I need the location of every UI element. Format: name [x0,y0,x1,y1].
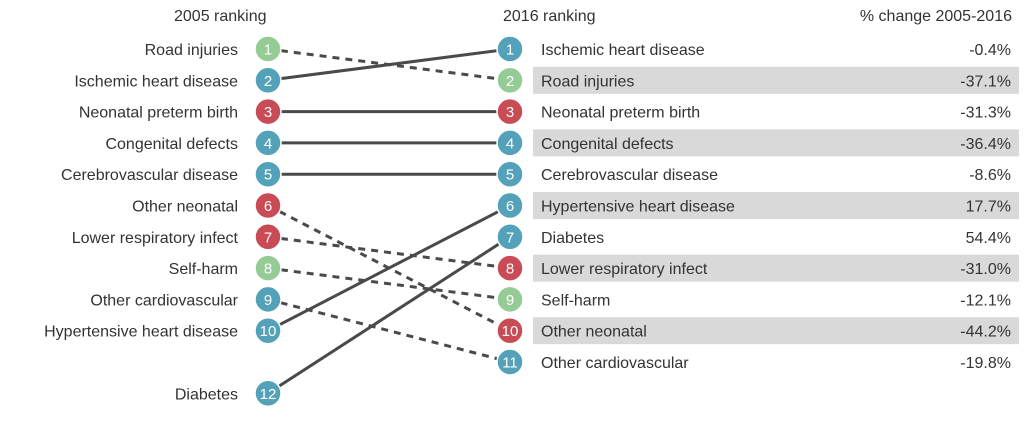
rank-circle [254,97,282,126]
connector-lines [267,47,511,395]
cause-label-2005: Cerebrovascular disease [61,167,238,184]
rank-number: 10 [502,323,519,340]
rank-number: 12 [260,386,277,403]
cause-label-2005: Neonatal preterm birth [79,105,238,122]
cause-label-2005: Lower respiratory infect [72,230,239,247]
header-2005-ranking: 2005 ranking [174,8,267,25]
rank-number: 3 [506,104,514,121]
rank-number: 6 [506,198,514,215]
rank-number: 11 [502,355,518,372]
rank-number: 4 [506,135,514,152]
cause-label-2016: Other neonatal [541,324,647,341]
cause-label-2005: Other neonatal [132,199,238,216]
rank-number: 8 [506,261,514,278]
rank-circle [496,66,524,95]
percent-change-value: -37.1% [960,73,1011,90]
connector-line [267,204,511,333]
rank-circle [254,160,282,188]
percent-change-value: -31.0% [960,261,1011,278]
cause-label-2005: Diabetes [175,386,238,403]
percent-change-value: -36.4% [960,136,1011,153]
cause-label-2005: Congenital defects [105,136,238,153]
rank-number: 1 [264,42,272,59]
percent-change-value: -44.2% [960,324,1011,341]
rank-circle [496,254,524,282]
cause-label-2016: Lower respiratory infect [541,261,708,278]
percent-change-value: -8.6% [969,167,1011,184]
cause-label-2016: Self-harm [541,292,610,309]
connector-line [267,235,511,395]
row-band [533,192,1019,219]
percent-change-value: 17.7% [966,199,1011,216]
rank-circle [496,97,524,126]
rank-number: 4 [264,135,272,152]
rank-number: 8 [264,261,272,278]
percent-change-value: 54.4% [966,230,1011,247]
cause-labels: Road injuries Ischemic heart disease Neona… [44,42,1011,403]
cause-label-2016: Cerebrovascular disease [541,167,718,184]
row-bands [533,66,1019,345]
rank-circle [496,348,524,376]
rank-circle [496,160,524,188]
cause-label-2016: Road injuries [541,73,634,90]
rank-number: 9 [264,292,272,309]
connector-line [267,47,511,82]
rank-circle [254,129,282,157]
percent-change-value: -12.1% [960,292,1011,309]
rank-number: 10 [260,323,277,340]
rank-circle [254,379,282,408]
rank-number: 1 [506,42,514,59]
rank-circle [496,35,524,63]
rank-circle [254,316,282,345]
rank-circle [254,191,282,220]
cause-label-2016: Neonatal preterm birth [541,105,700,122]
row-band [533,254,1019,282]
rank-circle [254,66,282,95]
rank-circle [496,191,524,220]
cause-label-2005: Self-harm [169,261,238,278]
rank-circle [496,129,524,157]
rank-number: 5 [264,167,272,184]
rank-circle [496,223,524,251]
row-band [533,66,1019,94]
cause-label-2005: Other cardiovascular [90,292,238,309]
connector-line [267,297,511,364]
cause-label-2016: Other cardiovascular [541,355,689,372]
rank-number: 5 [506,167,514,184]
rank-number: 7 [506,229,514,246]
cause-label-2016: Diabetes [541,230,604,247]
header-percent-change: % change 2005-2016 [859,8,1012,25]
header-2016-ranking: 2016 ranking [503,8,596,25]
rank-number: 9 [506,292,514,309]
rank-number: 7 [264,229,272,246]
percent-change-value: -19.8% [960,355,1011,372]
rank-circle [254,35,282,63]
cause-label-2016: Congenital defects [541,136,674,153]
rank-circle [254,223,282,251]
connector-line [267,266,511,301]
cause-label-2005: Hypertensive heart disease [44,324,238,341]
connector-line [267,235,511,270]
row-band [533,317,1019,345]
cause-label-2016: Ischemic heart disease [541,42,705,59]
cause-label-2005: Ischemic heart disease [74,73,238,90]
cause-label-2005: Road injuries [145,42,238,59]
percent-change-value: -0.4% [969,42,1011,59]
rank-number: 3 [264,104,272,121]
rank-circle [496,316,524,345]
rank-circle [496,285,524,314]
percent-change-value: -31.3% [960,105,1011,122]
rank-number: 2 [506,73,514,90]
row-band [533,129,1019,157]
rank-number: 2 [264,73,272,90]
cause-label-2016: Hypertensive heart disease [541,199,735,216]
rank-circle [254,285,282,314]
rank-circle [254,254,282,282]
rank-number: 6 [264,198,272,215]
